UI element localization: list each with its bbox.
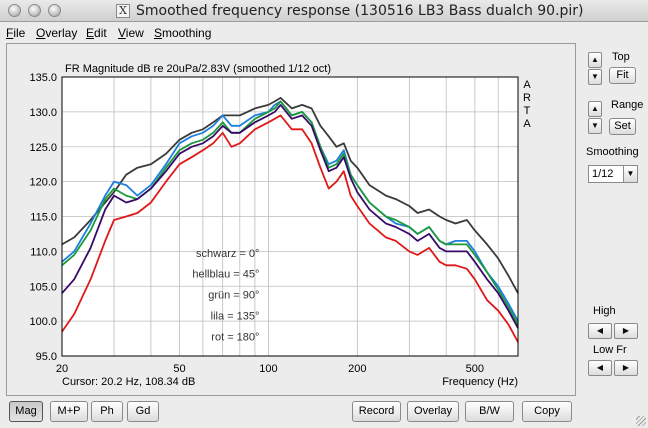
top-down-button[interactable]: ▼ bbox=[588, 69, 602, 85]
y-tick-label: 135.0 bbox=[29, 72, 57, 84]
window-title: Smoothed frequency response (130516 LB3 … bbox=[136, 3, 584, 19]
y-tick-label: 95.0 bbox=[36, 351, 57, 363]
arta-brand-letter: R bbox=[523, 92, 531, 104]
frequency-response-chart[interactable]: 135.0 130.0 125.0 120.0 115.0 110.0 105.0 100.0… bbox=[7, 44, 577, 397]
series-line-purple bbox=[61, 104, 519, 329]
phase-button[interactable]: Ph bbox=[91, 401, 123, 422]
chevron-down-icon: ▼ bbox=[623, 166, 637, 182]
x-axis-label: Frequency (Hz) bbox=[442, 376, 518, 388]
low-fr-left-button[interactable]: ◀ bbox=[588, 360, 612, 376]
mag-button[interactable]: Mag bbox=[9, 401, 43, 422]
record-button[interactable]: Record bbox=[352, 401, 401, 422]
smoothing-value: 1/12 bbox=[592, 168, 614, 180]
menu-view[interactable]: View bbox=[118, 26, 144, 40]
menu-file[interactable]: File bbox=[6, 26, 26, 40]
range-down-button[interactable]: ▼ bbox=[588, 118, 602, 134]
top-up-button[interactable]: ▲ bbox=[588, 52, 602, 68]
x-tick-label: 20 bbox=[56, 363, 68, 375]
high-label: High bbox=[593, 305, 616, 317]
resize-grip[interactable] bbox=[636, 416, 646, 426]
y-tick-label: 125.0 bbox=[29, 142, 57, 154]
y-tick-label: 130.0 bbox=[29, 107, 57, 119]
x-tick-label: 50 bbox=[173, 363, 185, 375]
series-line-black bbox=[61, 97, 519, 294]
x-tick-label: 100 bbox=[259, 363, 277, 375]
x-tick-label: 200 bbox=[348, 363, 366, 375]
legend-annotation: grün = 90° bbox=[208, 290, 259, 302]
legend-annotation: hellblau = 45° bbox=[192, 269, 259, 281]
high-left-button[interactable]: ◀ bbox=[588, 323, 612, 339]
legend-annotation: rot = 180° bbox=[211, 331, 259, 343]
arta-brand-letter: A bbox=[523, 118, 531, 130]
menu-edit[interactable]: Edit bbox=[86, 26, 107, 40]
menu-smoothing[interactable]: Smoothing bbox=[154, 26, 212, 40]
overlay-button[interactable]: Overlay bbox=[407, 401, 459, 422]
smoothing-select[interactable]: 1/12 ▼ bbox=[588, 165, 638, 183]
range-up-button[interactable]: ▲ bbox=[588, 101, 602, 117]
low-fr-label: Low Fr bbox=[593, 344, 627, 356]
minimize-window-button[interactable] bbox=[28, 4, 41, 17]
range-label: Range bbox=[611, 99, 644, 111]
smoothing-label: Smoothing bbox=[586, 146, 639, 158]
zoom-window-button[interactable] bbox=[48, 4, 61, 17]
bw-button[interactable]: B/W bbox=[465, 401, 514, 422]
top-label: Top bbox=[612, 51, 630, 63]
menu-overlay[interactable]: Overlay bbox=[36, 26, 78, 40]
fit-button[interactable]: Fit bbox=[609, 67, 636, 84]
menu-bar: File Overlay Edit View Smoothing bbox=[0, 23, 648, 43]
y-tick-label: 110.0 bbox=[30, 246, 57, 258]
y-tick-label: 120.0 bbox=[29, 177, 57, 189]
close-window-button[interactable] bbox=[8, 4, 21, 17]
title-bar: X Smoothed frequency response (130516 LB… bbox=[0, 0, 648, 22]
set-button[interactable]: Set bbox=[609, 118, 636, 135]
arta-brand-letter: T bbox=[524, 105, 531, 117]
low-fr-right-button[interactable]: ▶ bbox=[614, 360, 638, 376]
group-delay-button[interactable]: Gd bbox=[127, 401, 159, 422]
x-tick-label: 500 bbox=[466, 363, 484, 375]
copy-button[interactable]: Copy bbox=[522, 401, 572, 422]
arta-brand-letter: A bbox=[523, 79, 531, 91]
y-tick-label: 105.0 bbox=[29, 281, 57, 293]
plot-border bbox=[61, 76, 519, 357]
x11-app-icon: X bbox=[116, 4, 130, 18]
plot-frame[interactable]: 135.0 130.0 125.0 120.0 115.0 110.0 105.0 100.0… bbox=[6, 43, 576, 396]
y-tick-label: 115.0 bbox=[30, 212, 57, 224]
high-right-button[interactable]: ▶ bbox=[614, 323, 638, 339]
legend-annotation: lila = 135° bbox=[211, 311, 260, 323]
mag-phase-button[interactable]: M+P bbox=[50, 401, 88, 422]
legend-annotation: schwarz = 0° bbox=[196, 248, 259, 260]
y-tick-label: 100.0 bbox=[29, 316, 57, 328]
series-line-red bbox=[61, 114, 519, 343]
chart-title: FR Magnitude dB re 20uPa/2.83V (smoothed… bbox=[65, 63, 331, 75]
cursor-readout: Cursor: 20.2 Hz, 108.34 dB bbox=[62, 376, 195, 388]
